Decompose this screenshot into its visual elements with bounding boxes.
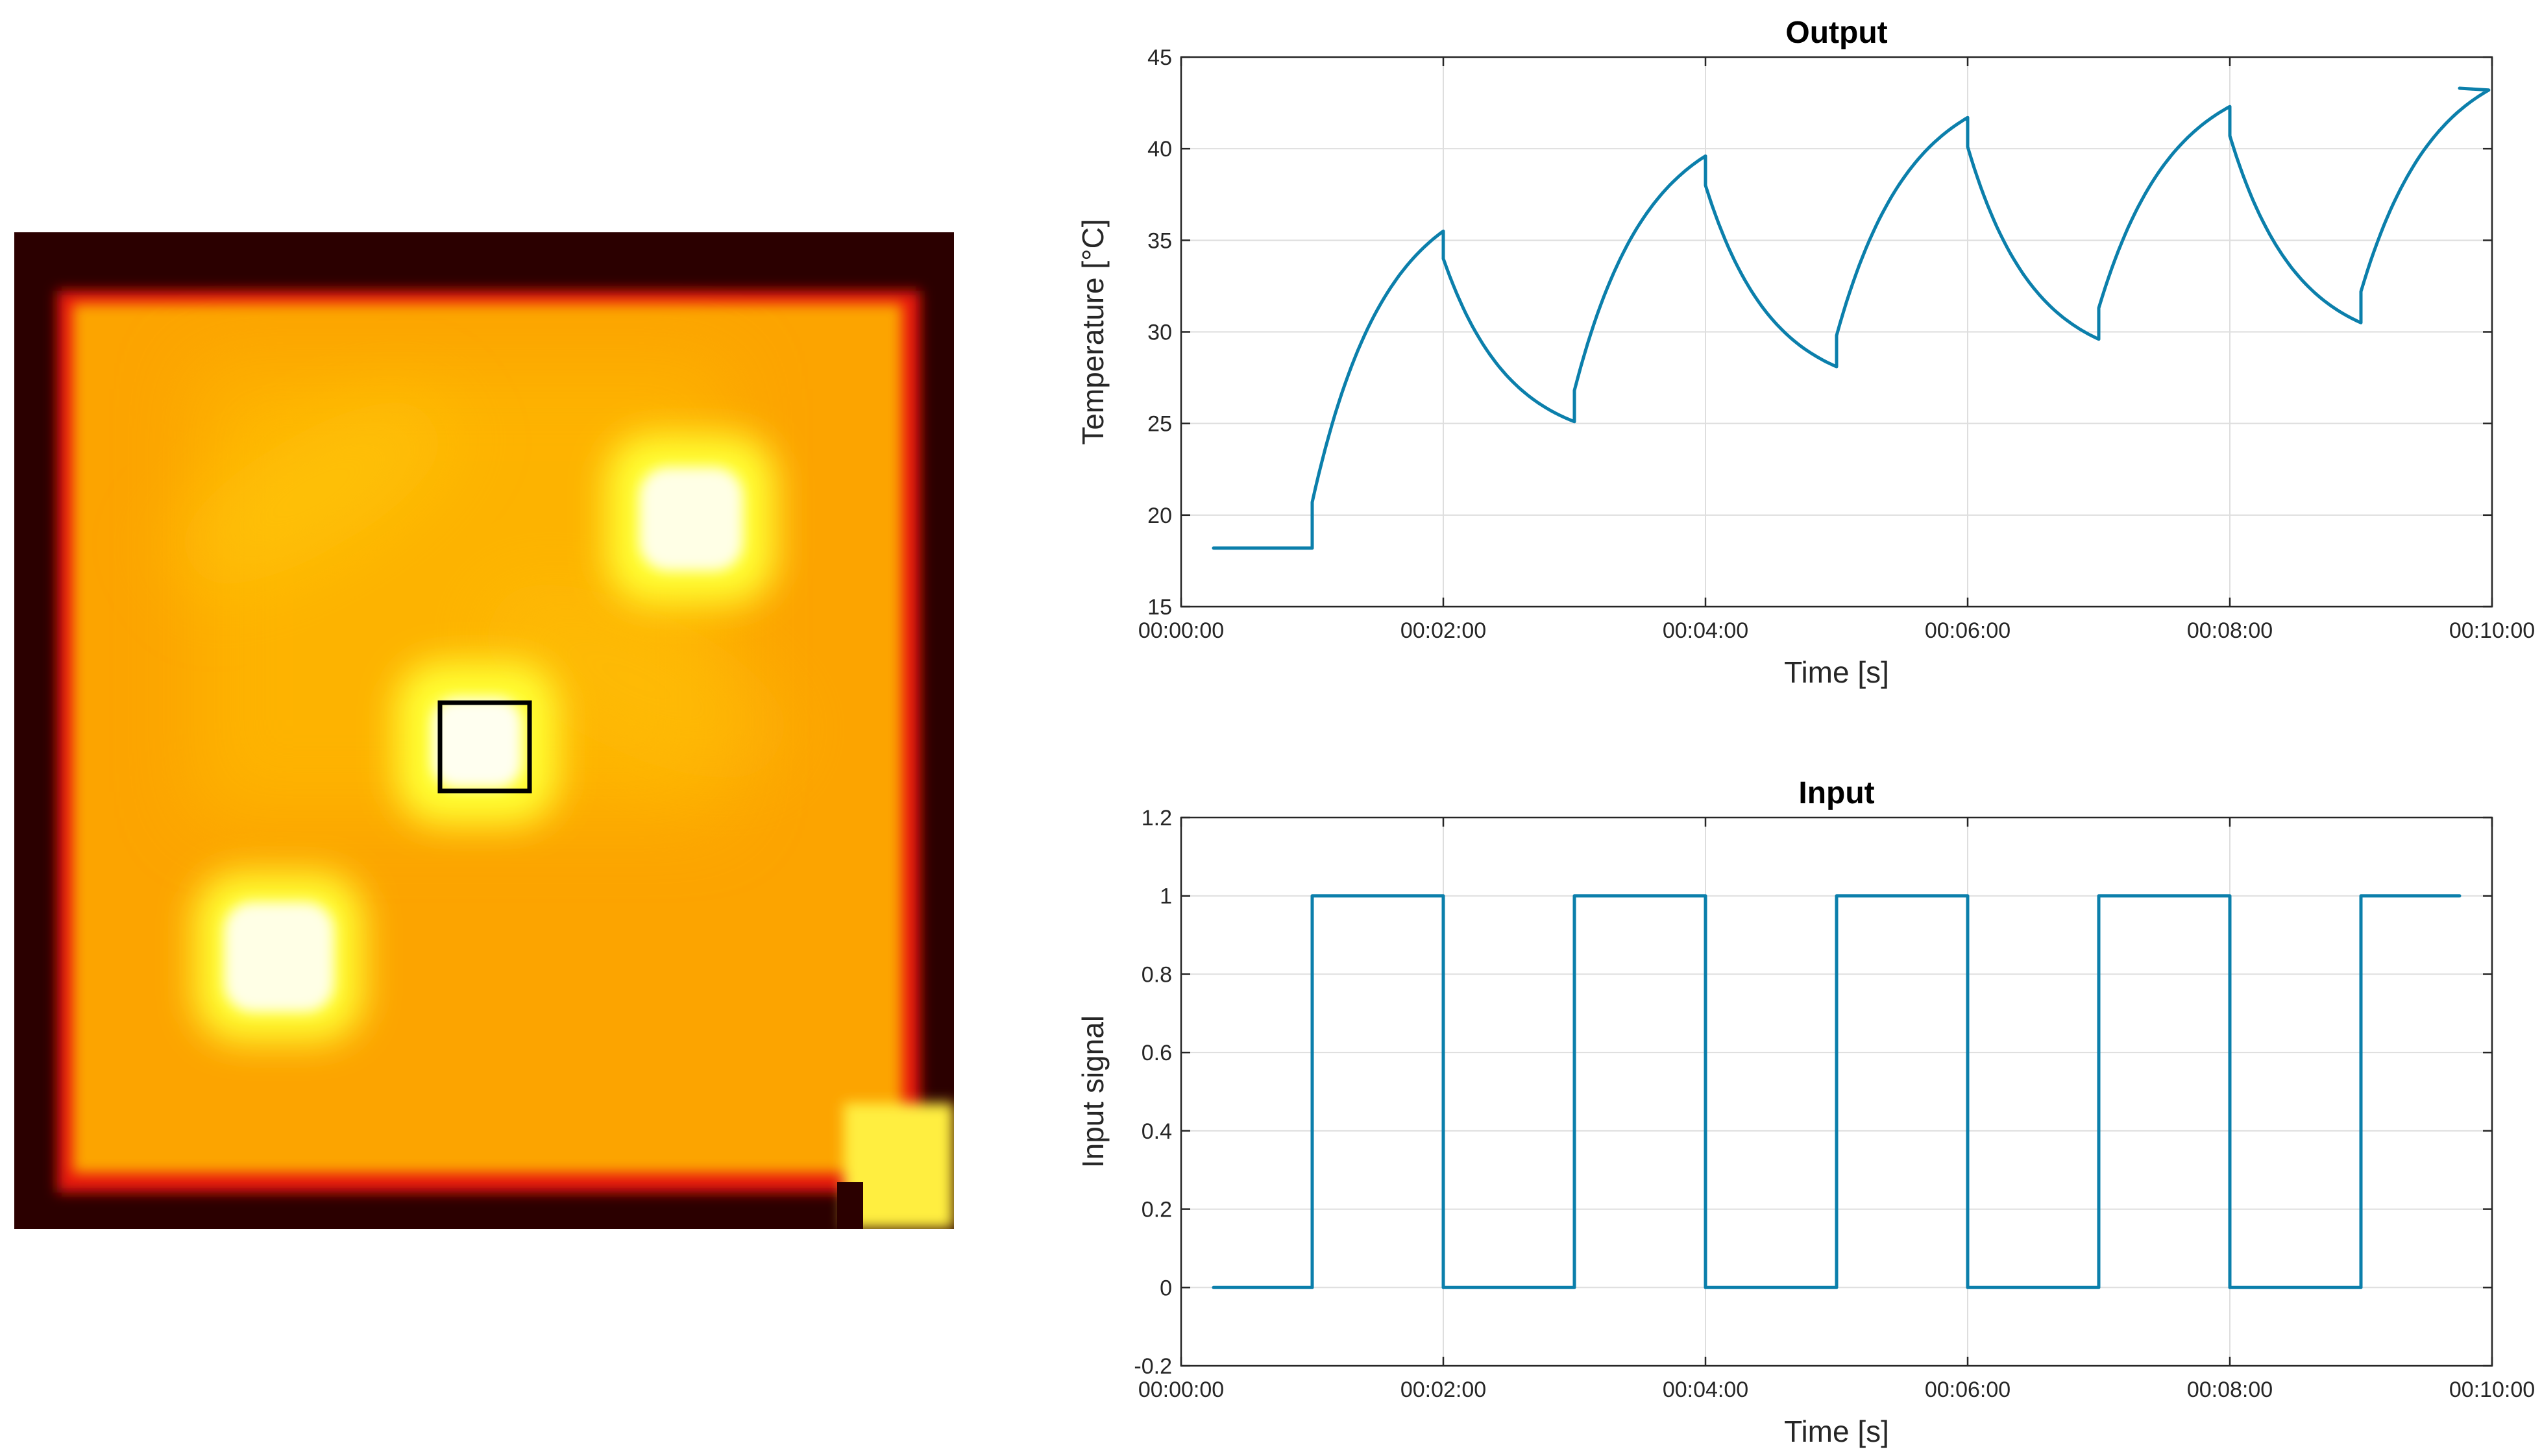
output-x-tick-label: 00:04:00 [1663, 618, 1748, 643]
input-x-axis-label: Time [s] [1784, 1414, 1889, 1448]
input-chart: 00:00:00 00:02:00 00:04:00 00:06:00 00:08:00… [1076, 776, 2535, 1448]
output-y-tick-label: 35 [1147, 228, 1172, 253]
input-y-tick-label: 1 [1160, 884, 1172, 909]
output-chart: 00:00:00 00:02:00 00:04:00 00:06:00 00:08:00… [1076, 16, 2535, 689]
input-x-tick-label: 00:10:00 [2449, 1377, 2535, 1402]
input-y-axis-label: Input signal [1076, 1015, 1110, 1168]
output-y-tick-label: 20 [1147, 504, 1172, 528]
output-y-tick-label: 45 [1147, 45, 1172, 70]
input-y-tick-label: 0.6 [1142, 1041, 1172, 1065]
hot-spot-top-right [639, 467, 743, 571]
output-x-tick-label: 00:02:00 [1400, 618, 1486, 643]
output-y-tick-label: 40 [1147, 137, 1172, 162]
corner-notch [837, 1182, 863, 1229]
input-y-tick-label: 0.4 [1142, 1119, 1172, 1144]
output-x-tick-label: 00:08:00 [2187, 618, 2273, 643]
output-chart-title: Output [1785, 16, 1887, 50]
output-x-tick-label: 00:00:00 [1138, 618, 1224, 643]
input-x-tick-label: 00:02:00 [1400, 1377, 1486, 1402]
hot-spot-center [432, 698, 522, 788]
output-y-axis-label: Temperature [°C] [1076, 219, 1110, 444]
input-y-tick-label: 0.8 [1142, 962, 1172, 987]
output-y-tick-label: 15 [1147, 595, 1172, 620]
input-y-tick-label: 0.2 [1142, 1198, 1172, 1222]
output-x-axis-label: Time [s] [1784, 655, 1889, 689]
output-y-tick-label: 25 [1147, 412, 1172, 437]
input-x-tick-label: 00:04:00 [1663, 1377, 1748, 1402]
output-x-tick-label: 00:10:00 [2449, 618, 2535, 643]
input-x-tick-label: 00:06:00 [1925, 1377, 2010, 1402]
input-x-tick-label: 00:08:00 [2187, 1377, 2273, 1402]
input-y-tick-label: 0 [1160, 1276, 1172, 1300]
input-signal-line [1212, 894, 2462, 1289]
input-chart-title: Input [1798, 776, 1874, 810]
output-x-tick-label: 00:06:00 [1925, 618, 2010, 643]
output-temperature-line [1212, 86, 2491, 550]
output-y-tick-label: 30 [1147, 321, 1172, 345]
hot-spot-bottom-left [224, 902, 334, 1012]
output-plot-frame [1180, 56, 2493, 608]
input-x-tick-label: 00:00:00 [1138, 1377, 1224, 1402]
input-y-tick-label: 1.2 [1142, 806, 1172, 831]
input-plot-frame [1180, 816, 2493, 1367]
input-y-tick-label: -0.2 [1134, 1354, 1172, 1379]
measurement-roi-box[interactable] [437, 700, 532, 794]
